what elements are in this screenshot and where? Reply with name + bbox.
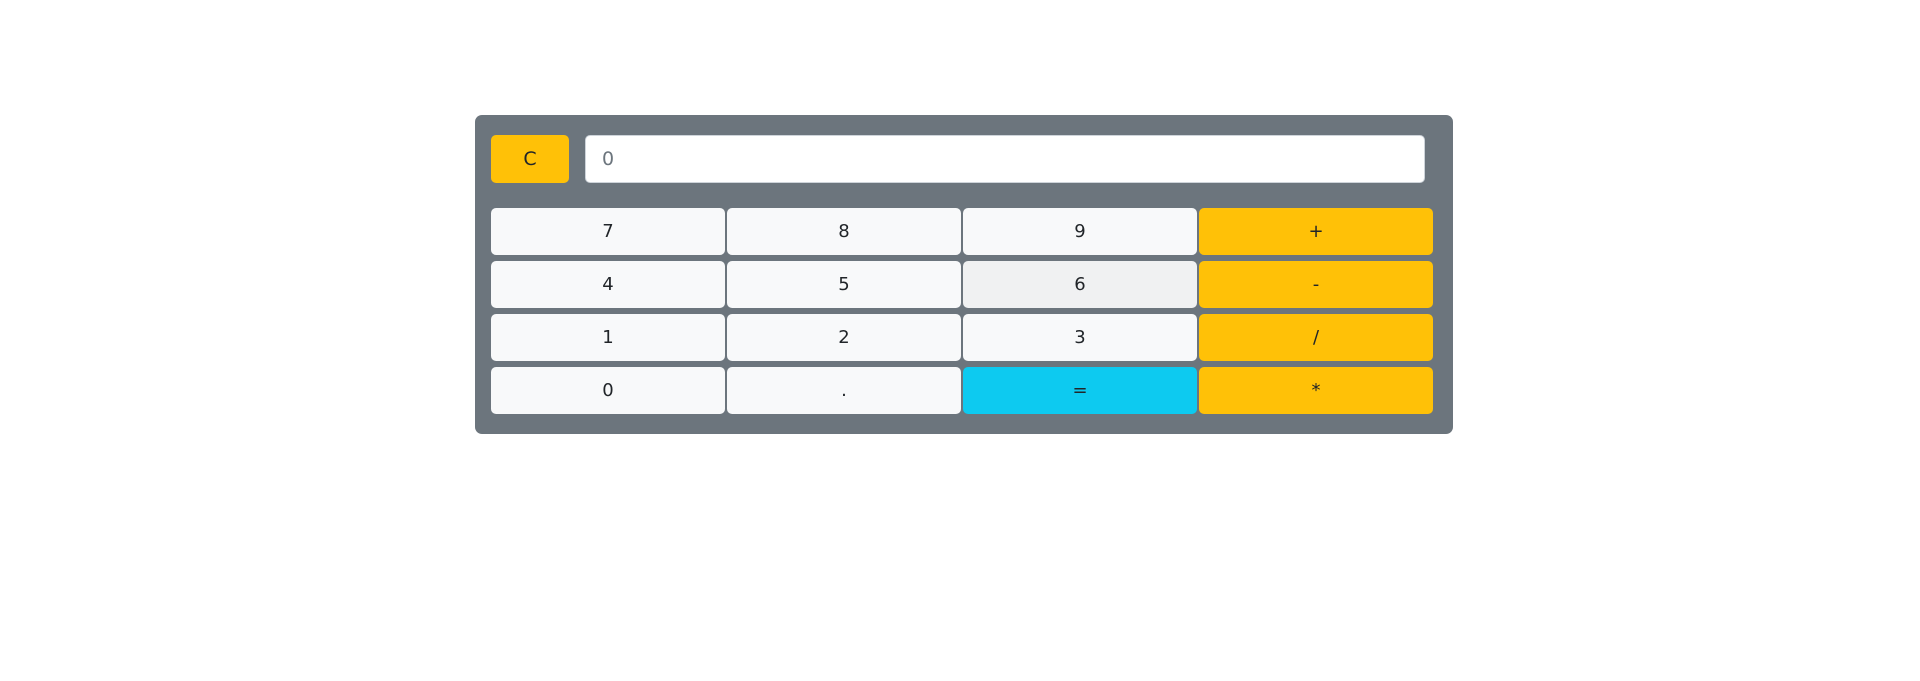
keypad: 7 8 9 + 4 5 6 - 1 2 3 / 0 . = * [491,208,1433,414]
key-3-button[interactable]: 3 [963,314,1197,361]
key-2-button[interactable]: 2 [727,314,961,361]
key-6-button[interactable]: 6 [963,261,1197,308]
key-9-button[interactable]: 9 [963,208,1197,255]
subtract-button[interactable]: - [1199,261,1433,308]
key-8-button[interactable]: 8 [727,208,961,255]
calculator-panel: C 7 8 9 + 4 5 6 - 1 2 3 / 0 . = * [475,115,1453,434]
multiply-button[interactable]: * [1199,367,1433,414]
add-button[interactable]: + [1199,208,1433,255]
equals-button[interactable]: = [963,367,1197,414]
key-5-button[interactable]: 5 [727,261,961,308]
key-7-button[interactable]: 7 [491,208,725,255]
key-0-button[interactable]: 0 [491,367,725,414]
calculator-top-row: C [491,135,1433,183]
clear-button[interactable]: C [491,135,569,183]
key-4-button[interactable]: 4 [491,261,725,308]
decimal-button[interactable]: . [727,367,961,414]
key-1-button[interactable]: 1 [491,314,725,361]
calculator-display-input[interactable] [585,135,1425,183]
divide-button[interactable]: / [1199,314,1433,361]
